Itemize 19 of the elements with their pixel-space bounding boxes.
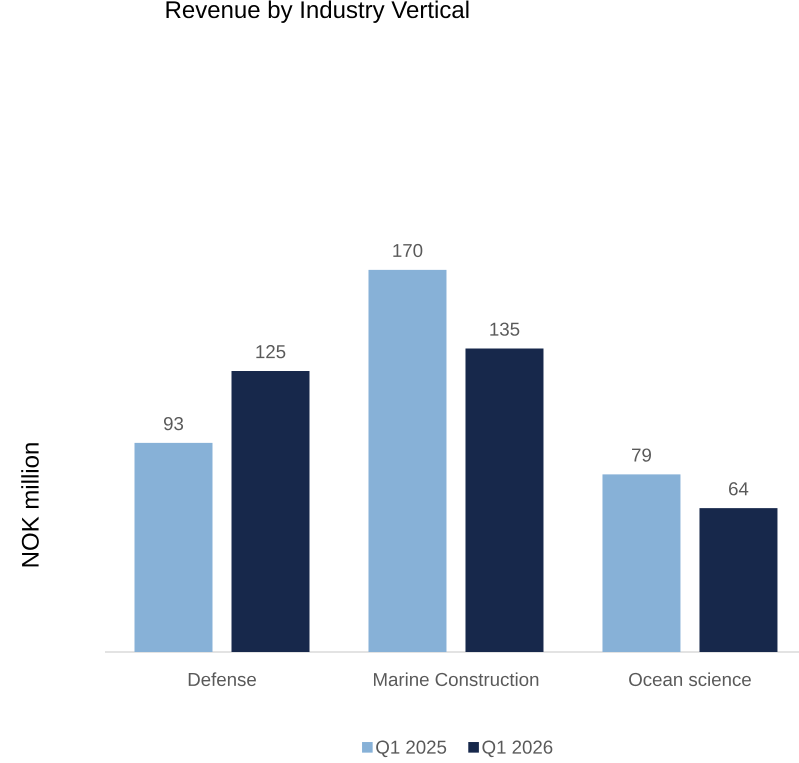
legend-label: Q1 2025 bbox=[376, 740, 446, 758]
data-label: 170 bbox=[393, 244, 422, 258]
x-tick-label: Marine Construction bbox=[374, 672, 538, 686]
legend-label: Q1 2026 bbox=[482, 740, 552, 758]
x-tick-label: Ocean science bbox=[629, 672, 751, 686]
data-label: 135 bbox=[490, 322, 520, 336]
y-axis-title: NOK million bbox=[21, 443, 39, 566]
x-tick-label: Defense bbox=[188, 672, 256, 686]
chart-title: Revenue by Industry Vertical bbox=[166, 0, 468, 23]
data-label: 93 bbox=[164, 416, 184, 430]
bar bbox=[232, 370, 310, 652]
data-label: 64 bbox=[729, 482, 748, 496]
data-label: 125 bbox=[256, 345, 286, 358]
bar bbox=[602, 474, 680, 652]
bar bbox=[368, 270, 446, 652]
bar bbox=[465, 348, 544, 652]
bar bbox=[134, 442, 212, 652]
bar bbox=[699, 508, 778, 652]
data-label: 79 bbox=[632, 448, 651, 462]
